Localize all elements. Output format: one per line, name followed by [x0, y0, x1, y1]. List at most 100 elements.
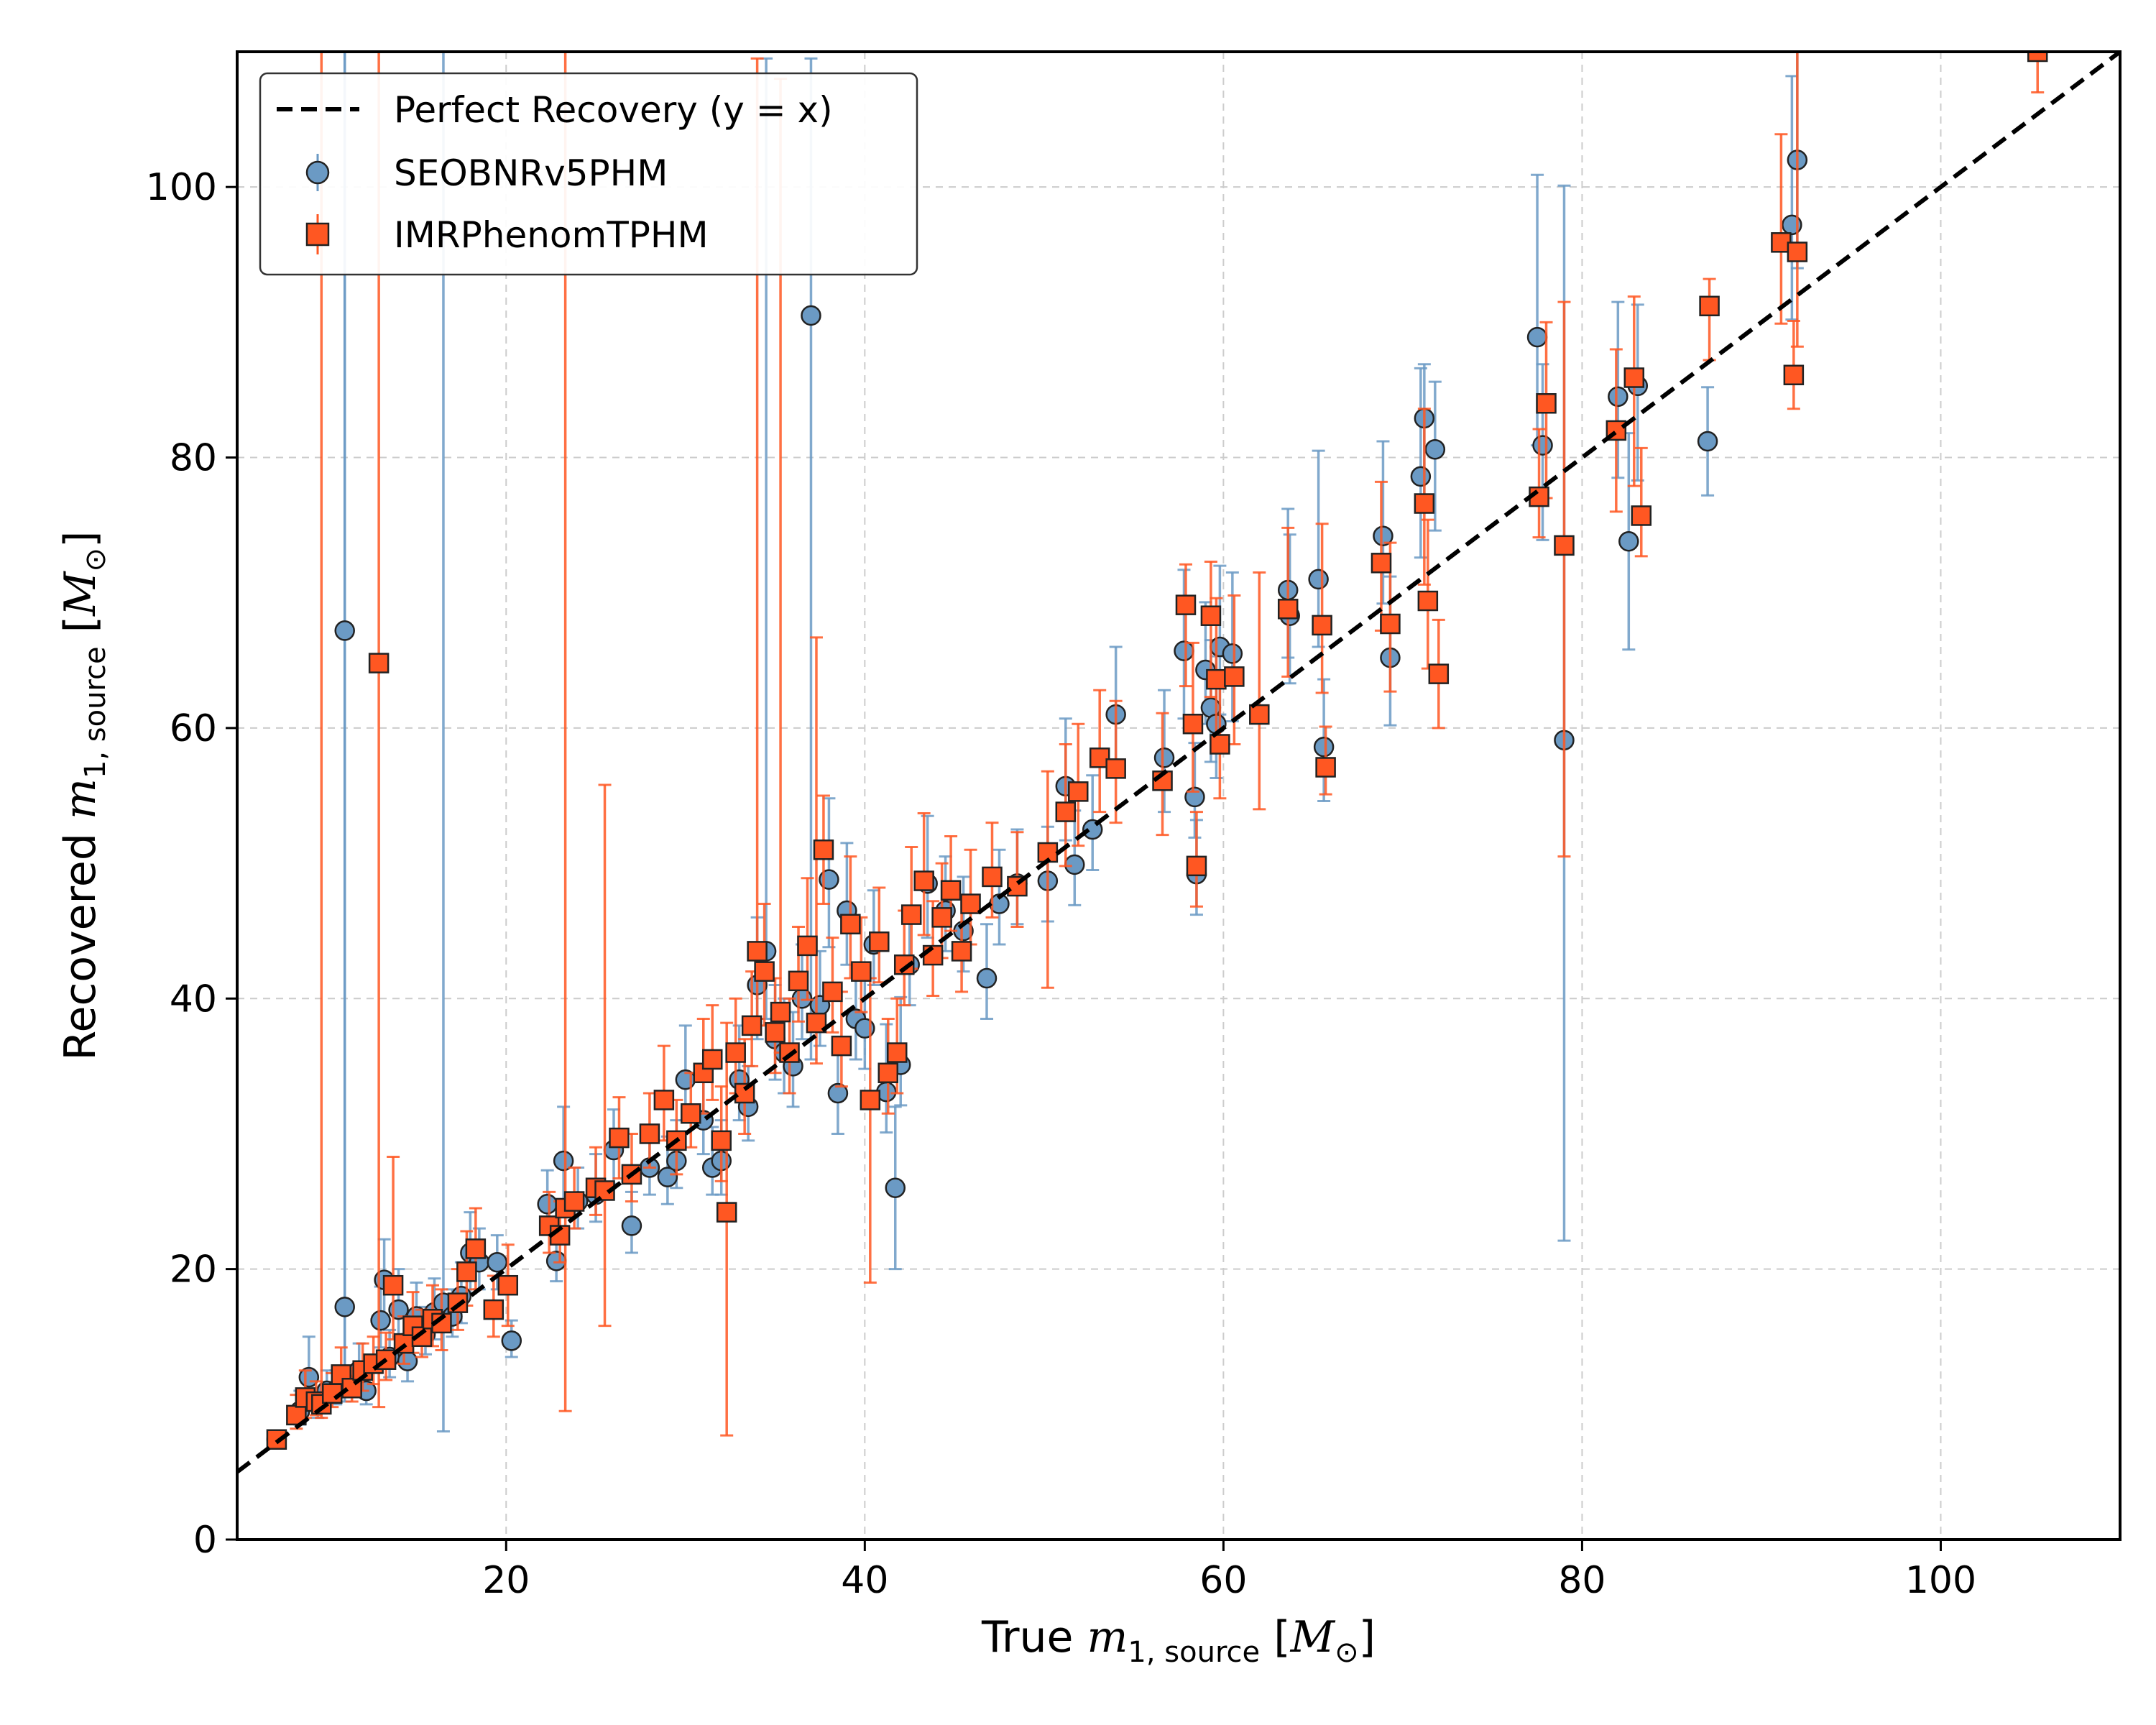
data-point [960, 893, 981, 914]
y-tick-label: 0 [193, 1519, 217, 1562]
data-point [334, 1297, 355, 1317]
x-axis-label: True m1, source [M⊙] [981, 1612, 1376, 1669]
data-point [1608, 386, 1628, 408]
data-point [797, 935, 818, 957]
data-point [770, 1001, 791, 1023]
data-point [1175, 594, 1197, 615]
data-point [1105, 758, 1126, 779]
data-point [1174, 640, 1194, 661]
data-point [334, 620, 355, 641]
data-point [1373, 525, 1393, 546]
data-point [368, 653, 390, 673]
data-point [465, 1238, 487, 1259]
data-point [1277, 599, 1299, 620]
y-tick-label: 80 [170, 437, 217, 480]
legend-series-1-swatch [305, 214, 330, 254]
x-axis: 20 40 60 80 100 [482, 1540, 1976, 1602]
data-point [716, 1202, 737, 1223]
data-point [877, 1062, 899, 1084]
legend-series-0-swatch [305, 154, 330, 191]
data-point [801, 305, 821, 326]
data-point [1618, 530, 1639, 552]
x-tick-label: 100 [1905, 1559, 1976, 1602]
data-point [382, 1274, 404, 1296]
data-point [1787, 242, 1808, 262]
data-point [1068, 781, 1089, 802]
data-point [900, 904, 922, 925]
data-point [397, 1351, 418, 1371]
data-point [940, 880, 962, 901]
data-point [609, 1127, 630, 1149]
data-point [1699, 295, 1720, 317]
data-point [1182, 714, 1204, 735]
y-tick-label: 100 [146, 166, 217, 209]
series-1 [266, 52, 2048, 1450]
series-layer [266, 52, 2048, 1450]
data-point [1532, 435, 1553, 456]
data-point [681, 1103, 701, 1124]
data-point [1184, 786, 1205, 808]
data-point [1631, 505, 1652, 526]
data-point [1526, 326, 1548, 348]
data-point [701, 1049, 723, 1070]
data-point [951, 941, 972, 962]
data-point [1222, 643, 1243, 664]
legend-reference-label: Perfect Recovery (y = x) [394, 89, 833, 131]
data-point [1200, 605, 1222, 626]
data-point [813, 840, 834, 860]
data-point [741, 1015, 763, 1036]
data-point [1313, 737, 1335, 758]
data-point [483, 1299, 505, 1320]
data-point [1206, 668, 1227, 690]
data-point [831, 1035, 852, 1057]
data-point [869, 931, 890, 952]
data-point [456, 1261, 477, 1282]
data-point [1414, 493, 1435, 514]
data-point [1623, 367, 1645, 388]
data-point [788, 970, 809, 992]
data-point [653, 1090, 675, 1110]
data-point [563, 1191, 585, 1212]
data-point [1210, 734, 1230, 755]
data-point [657, 1167, 678, 1187]
data-point [765, 1022, 786, 1043]
data-point [1417, 590, 1439, 612]
data-point [2027, 52, 2048, 63]
data-point [827, 1082, 849, 1104]
x-tick-label: 40 [841, 1559, 888, 1602]
data-point [497, 1274, 519, 1296]
data-point [1370, 553, 1392, 574]
data-point [545, 1251, 567, 1271]
data-point [370, 1310, 391, 1331]
data-point [1380, 613, 1401, 635]
data-point [754, 961, 775, 982]
data-point [621, 1215, 642, 1236]
x-tick-label: 60 [1199, 1559, 1247, 1602]
data-point [1153, 748, 1175, 768]
x-tick-label: 20 [482, 1559, 530, 1602]
data-point [553, 1150, 574, 1172]
data-point [840, 914, 861, 935]
data-point [1224, 666, 1245, 687]
data-point [711, 1130, 732, 1151]
y-tick-label: 40 [170, 978, 217, 1021]
y-axis: 0 20 40 60 80 100 [146, 166, 237, 1562]
legend-series-1-label: IMRPhenomTPHM [394, 214, 709, 256]
data-point [537, 1194, 558, 1215]
data-point [1186, 855, 1207, 877]
data-point [851, 961, 872, 982]
y-tick-label: 20 [170, 1248, 217, 1292]
data-point [1410, 466, 1432, 487]
data-point [1554, 535, 1575, 556]
y-axis-label: Recovered m1, source [M⊙] [55, 531, 112, 1061]
data-point [1064, 854, 1085, 875]
data-point [913, 870, 934, 891]
data-point [639, 1123, 660, 1144]
legend-series-0-label: SEOBNRv5PHM [394, 152, 668, 194]
data-point [1315, 757, 1336, 778]
legend-frame [259, 72, 918, 276]
data-point [747, 941, 768, 962]
data-point [982, 866, 1003, 888]
data-point [1536, 393, 1557, 414]
data-point [976, 967, 998, 989]
